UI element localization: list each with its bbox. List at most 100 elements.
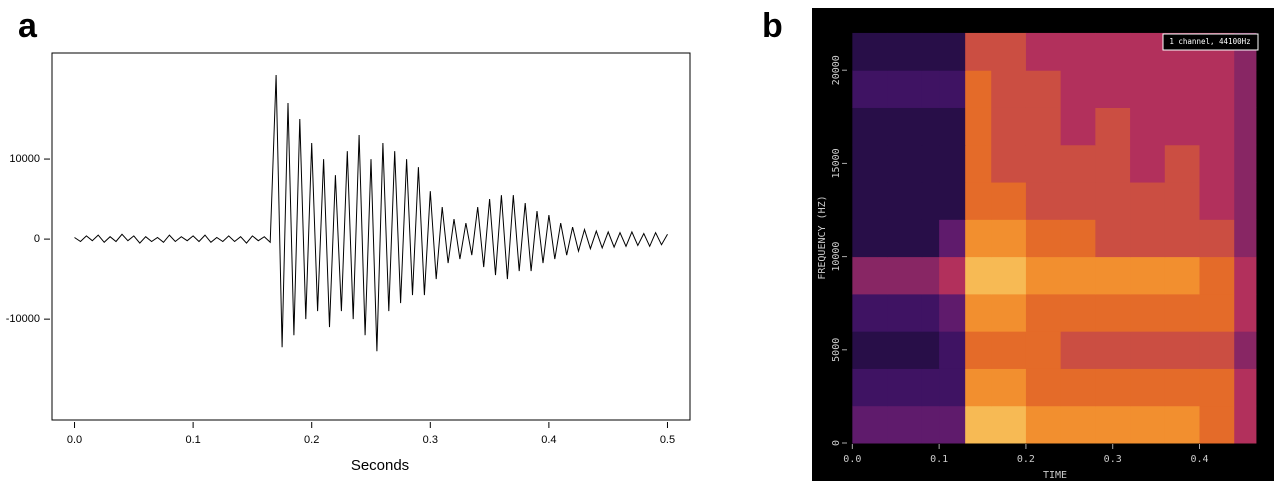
spectrogram-cell bbox=[1025, 293, 1062, 332]
x-tick-label: 0.5 bbox=[660, 434, 675, 446]
spectrogram-cell bbox=[1199, 368, 1235, 407]
spectrogram-cell bbox=[965, 182, 992, 220]
annotation-box bbox=[1162, 33, 1259, 51]
spectrogram-cell bbox=[1199, 331, 1235, 369]
y-tick-label: 5000 bbox=[831, 338, 842, 362]
x-tick-label: 0.1 bbox=[930, 454, 948, 465]
spectrogram-cell bbox=[1234, 293, 1257, 332]
spectrogram-cell bbox=[1130, 219, 1166, 258]
spectrogram-cell bbox=[1234, 405, 1257, 444]
spectrogram-cell bbox=[991, 219, 1027, 258]
plot-frame bbox=[51, 52, 691, 421]
spectrogram-cell bbox=[1095, 182, 1131, 220]
spectrogram-cell bbox=[965, 331, 992, 369]
spectrogram-cell bbox=[965, 107, 992, 146]
spectrogram-cell bbox=[965, 70, 992, 108]
spectrogram-cell bbox=[921, 331, 940, 369]
spectrogram-cell bbox=[991, 144, 1027, 183]
spectrogram-cell bbox=[1234, 331, 1257, 369]
spectrogram-cell bbox=[1234, 368, 1257, 407]
spectrogram-cell bbox=[991, 32, 1027, 71]
y-tick-label: 10000 bbox=[9, 153, 40, 165]
panel-label: b bbox=[762, 7, 783, 45]
spectrogram-cell bbox=[1199, 256, 1235, 295]
spectrogram-cell bbox=[1095, 256, 1131, 295]
spectrogram-cell bbox=[1060, 331, 1096, 369]
y-tick-label: 10000 bbox=[831, 242, 842, 272]
y-tick-label: 0 bbox=[831, 440, 842, 446]
spectrogram-cell bbox=[1199, 405, 1235, 444]
spectrogram-cell bbox=[1164, 368, 1201, 407]
spectrogram-cell bbox=[939, 293, 966, 332]
spectrogram-cell bbox=[939, 331, 966, 369]
spectrogram-cell bbox=[1095, 405, 1131, 444]
spectrogram-cell bbox=[1095, 368, 1131, 407]
spectrogram-cell bbox=[887, 70, 923, 108]
spectrogram-cell bbox=[939, 144, 966, 183]
spectrogram-cell bbox=[965, 219, 992, 258]
spectrogram-cell bbox=[1060, 368, 1096, 407]
spectrogram-cell bbox=[1164, 405, 1201, 444]
spectrogram-cell bbox=[991, 293, 1027, 332]
spectrogram-cell bbox=[965, 368, 992, 407]
spectrogram-cell bbox=[1060, 70, 1096, 108]
spectrogram-cell bbox=[1164, 331, 1201, 369]
spectrogram-cell bbox=[1060, 405, 1096, 444]
spectrogram-cell bbox=[1164, 219, 1201, 258]
x-tick-label: 0.2 bbox=[1017, 454, 1035, 465]
spectrogram-cell bbox=[1025, 331, 1062, 369]
spectrogram-cell bbox=[1060, 144, 1096, 183]
spectrogram-cell bbox=[991, 331, 1027, 369]
spectrogram-cell bbox=[1095, 144, 1131, 183]
spectrogram-cell bbox=[887, 182, 923, 220]
spectrogram-cell bbox=[1199, 219, 1235, 258]
annotation: 1 channel, 44100Hz bbox=[1169, 37, 1250, 46]
spectrogram-cell bbox=[852, 293, 888, 332]
x-tick-label: 0.3 bbox=[1104, 454, 1122, 465]
spectrogram-cell bbox=[1164, 144, 1201, 183]
spectrogram-cell bbox=[852, 256, 888, 295]
x-tick-label: 0.2 bbox=[304, 434, 319, 446]
spectrogram-cell bbox=[1095, 219, 1131, 258]
x-tick-label: 0.0 bbox=[843, 454, 861, 465]
spectrogram-cell bbox=[1234, 107, 1257, 146]
spectrogram-cell bbox=[1025, 32, 1062, 71]
spectrogram-cell bbox=[1199, 144, 1235, 183]
waveform bbox=[74, 74, 668, 352]
spectrogram-cell bbox=[1199, 107, 1235, 146]
spectrogram-cell bbox=[1095, 107, 1131, 146]
spectrogram-cell bbox=[991, 405, 1027, 444]
spectrogram-cell bbox=[921, 107, 940, 146]
spectrogram-cell bbox=[921, 368, 940, 407]
spectrogram-cell bbox=[1130, 32, 1166, 71]
spectrogram-cell bbox=[1164, 293, 1201, 332]
x-tick-label: 0.1 bbox=[185, 434, 200, 446]
spectrogram-cell bbox=[939, 219, 966, 258]
spectrogram-cell bbox=[852, 32, 888, 71]
spectrogram-cell bbox=[1060, 32, 1096, 71]
spectrogram-cell bbox=[1095, 293, 1131, 332]
spectrogram-cell bbox=[1130, 293, 1166, 332]
spectrogram-cell bbox=[1025, 182, 1062, 220]
spectrogram-cell bbox=[921, 293, 940, 332]
y-tick-label: 15000 bbox=[831, 148, 842, 178]
spectrogram-cell bbox=[1025, 70, 1062, 108]
spectrogram-cell bbox=[887, 219, 923, 258]
spectrogram-cell bbox=[939, 107, 966, 146]
spectrogram-cell bbox=[1130, 70, 1166, 108]
spectrogram-cell bbox=[1164, 70, 1201, 108]
spectrogram-cell bbox=[887, 32, 923, 71]
spectrogram-cell bbox=[852, 368, 888, 407]
y-axis-label: FREQUENCY (HZ) bbox=[817, 195, 828, 279]
spectrogram-cell bbox=[1199, 293, 1235, 332]
spectrogram-cell bbox=[852, 219, 888, 258]
spectrogram-cell bbox=[1234, 182, 1257, 220]
spectrogram-cell bbox=[1130, 405, 1166, 444]
spectrogram-cell bbox=[887, 368, 923, 407]
x-axis-label: TIME bbox=[1043, 470, 1067, 481]
spectrogram-cell bbox=[1025, 107, 1062, 146]
spectrogram-cell bbox=[1130, 107, 1166, 146]
spectrogram-cell bbox=[1060, 182, 1096, 220]
x-axis-label: Seconds bbox=[351, 457, 409, 474]
spectrogram-cell bbox=[852, 70, 888, 108]
